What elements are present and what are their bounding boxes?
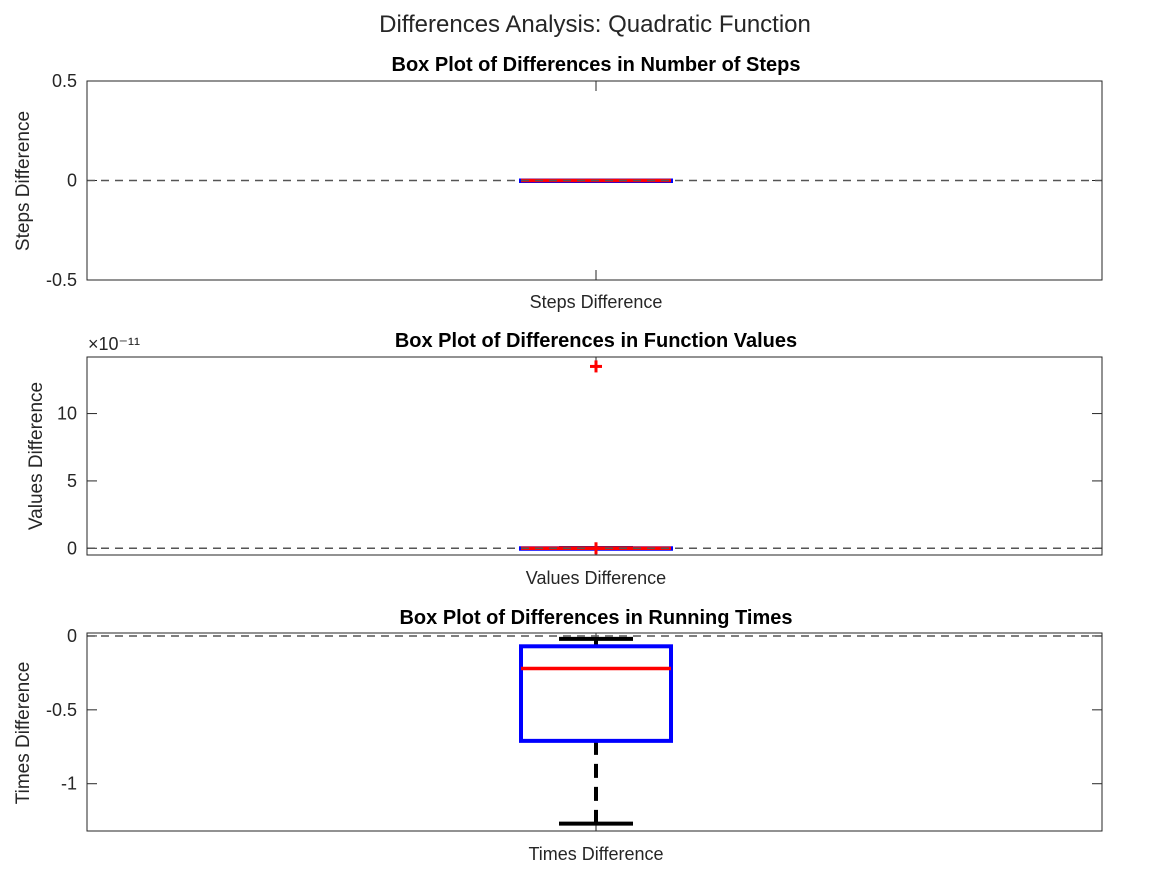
subplot-steps-frame [86, 80, 1103, 281]
subplot-values-plot: 0 5 10 [57, 357, 1102, 558]
subplot-values: Box Plot of Differences in Function Valu… [26, 330, 1103, 588]
outlier-marker [590, 542, 602, 555]
ytick-label: -1 [61, 774, 77, 794]
ytick-label: 5 [67, 471, 77, 491]
subplot-times-title: Box Plot of Differences in Running Times [399, 607, 792, 629]
ytick-label: 10 [57, 404, 77, 424]
ytick-label: 0 [67, 538, 77, 558]
subplot-times: Box Plot of Differences in Running Times… [13, 607, 1103, 864]
subplot-times-frame [86, 632, 1103, 832]
subplot-times-plot: -1 -0.5 0 [46, 626, 1102, 831]
subplot-values-title: Box Plot of Differences in Function Valu… [395, 330, 797, 352]
subplot-values-exponent: ×10⁻¹¹ [88, 334, 140, 354]
subplot-steps-ylabel: Steps Difference [13, 111, 34, 251]
subplot-times-ylabel: Times Difference [13, 662, 34, 805]
box [519, 644, 673, 743]
ytick-label: -0.5 [46, 270, 77, 290]
subplot-steps: Box Plot of Differences in Number of Ste… [13, 54, 1103, 312]
subplot-steps-xlabel: Steps Difference [530, 292, 663, 312]
subplot-values-ylabel: Values Difference [26, 382, 47, 530]
ytick-label: 0.5 [52, 71, 77, 91]
ytick-label: 0 [67, 626, 77, 646]
outlier-marker [590, 360, 602, 373]
subplot-times-xlabel: Times Difference [528, 844, 663, 864]
subplot-values-xlabel: Values Difference [526, 568, 666, 588]
figure-suptitle: Differences Analysis: Quadratic Function [379, 11, 811, 38]
subplot-steps-title: Box Plot of Differences in Number of Ste… [392, 54, 801, 76]
ytick-label: -0.5 [46, 700, 77, 720]
ytick-label: 0 [67, 171, 77, 191]
subplot-values-frame [86, 356, 1103, 556]
